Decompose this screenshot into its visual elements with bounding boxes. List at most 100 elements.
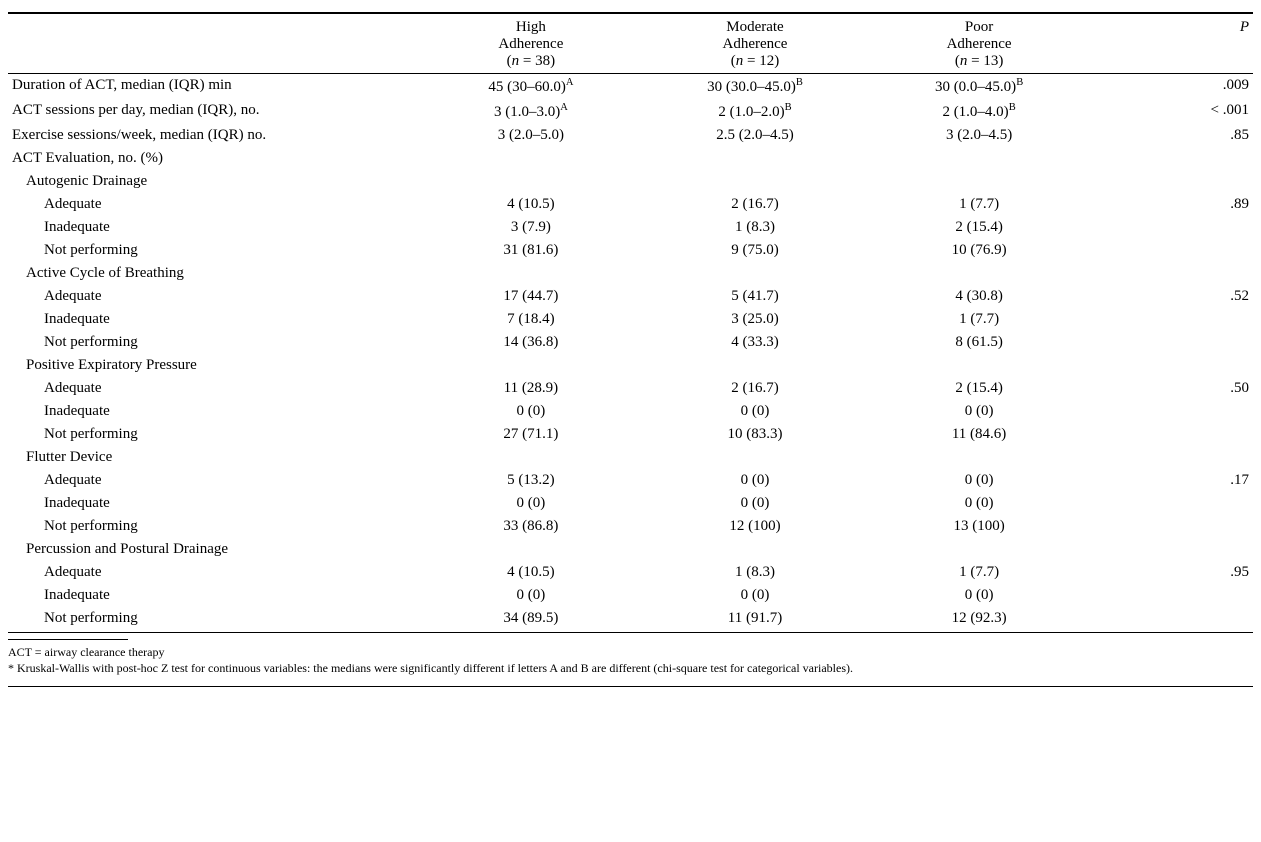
cell: 13 (100) bbox=[867, 515, 1091, 538]
cell: 17 (44.7) bbox=[419, 285, 643, 308]
col-p-value: P bbox=[1091, 16, 1253, 74]
cell: 4 (10.5) bbox=[419, 193, 643, 216]
cell: 4 (10.5) bbox=[419, 561, 643, 584]
cell: 30 (30.0–45.0)B bbox=[643, 74, 867, 99]
cell: 0 (0) bbox=[419, 492, 643, 515]
table-row: Inadequate0 (0)0 (0)0 (0) bbox=[8, 400, 1253, 423]
subsection-heading-row: Active Cycle of Breathing bbox=[8, 262, 1253, 285]
cell: 12 (100) bbox=[643, 515, 867, 538]
cell: 1 (7.7) bbox=[867, 193, 1091, 216]
subsection-heading: Positive Expiratory Pressure bbox=[8, 354, 419, 377]
table-row: Not performing33 (86.8)12 (100)13 (100) bbox=[8, 515, 1253, 538]
row-label: Not performing bbox=[8, 515, 419, 538]
cell: 10 (83.3) bbox=[643, 423, 867, 446]
cell-p: .89 bbox=[1091, 193, 1253, 216]
table-row: Adequate11 (28.9)2 (16.7)2 (15.4).50 bbox=[8, 377, 1253, 400]
cell-p: .52 bbox=[1091, 285, 1253, 308]
table-row: Exercise sessions/week, median (IQR) no.… bbox=[8, 124, 1253, 147]
cell: 5 (13.2) bbox=[419, 469, 643, 492]
subsection-heading: Flutter Device bbox=[8, 446, 419, 469]
row-label: Not performing bbox=[8, 331, 419, 354]
footnotes: ACT = airway clearance therapy * Kruskal… bbox=[8, 644, 1253, 676]
cell: 3 (7.9) bbox=[419, 216, 643, 239]
row-label: Adequate bbox=[8, 285, 419, 308]
cell: 3 (2.0–4.5) bbox=[867, 124, 1091, 147]
cell: 10 (76.9) bbox=[867, 239, 1091, 262]
cell: 1 (8.3) bbox=[643, 216, 867, 239]
table-row: Inadequate0 (0)0 (0)0 (0) bbox=[8, 492, 1253, 515]
col-moderate-adherence: Moderate Adherence (n = 12) bbox=[643, 16, 867, 74]
cell-p: .95 bbox=[1091, 561, 1253, 584]
cell: 27 (71.1) bbox=[419, 423, 643, 446]
section-heading-row: ACT Evaluation, no. (%) bbox=[8, 147, 1253, 170]
table-row: ACT sessions per day, median (IQR), no. … bbox=[8, 99, 1253, 124]
cell: 0 (0) bbox=[867, 584, 1091, 607]
cell: 0 (0) bbox=[867, 400, 1091, 423]
row-label: Not performing bbox=[8, 239, 419, 262]
cell: 2.5 (2.0–4.5) bbox=[643, 124, 867, 147]
subsection-heading: Active Cycle of Breathing bbox=[8, 262, 419, 285]
row-label: Inadequate bbox=[8, 308, 419, 331]
table-header-row: High Adherence (n = 38) Moderate Adheren… bbox=[8, 16, 1253, 74]
cell: 1 (8.3) bbox=[643, 561, 867, 584]
table-row: Duration of ACT, median (IQR) min 45 (30… bbox=[8, 74, 1253, 99]
footnote-abbr: ACT = airway clearance therapy bbox=[8, 644, 1253, 660]
cell: 11 (28.9) bbox=[419, 377, 643, 400]
cell: 0 (0) bbox=[643, 400, 867, 423]
cell: 0 (0) bbox=[643, 469, 867, 492]
table-row: Not performing34 (89.5)11 (91.7)12 (92.3… bbox=[8, 607, 1253, 630]
subsection-heading: Percussion and Postural Drainage bbox=[8, 538, 419, 561]
subsection-heading-row: Positive Expiratory Pressure bbox=[8, 354, 1253, 377]
cell: 34 (89.5) bbox=[419, 607, 643, 630]
cell: 0 (0) bbox=[867, 469, 1091, 492]
cell: 3 (1.0–3.0)A bbox=[419, 99, 643, 124]
cell: 11 (91.7) bbox=[643, 607, 867, 630]
col-high-adherence: High Adherence (n = 38) bbox=[419, 16, 643, 74]
row-label: ACT sessions per day, median (IQR), no. bbox=[8, 99, 419, 124]
row-label: Adequate bbox=[8, 377, 419, 400]
table-row: Inadequate7 (18.4)3 (25.0)1 (7.7) bbox=[8, 308, 1253, 331]
cell: 0 (0) bbox=[419, 400, 643, 423]
subsection-heading-row: Percussion and Postural Drainage bbox=[8, 538, 1253, 561]
cell: 8 (61.5) bbox=[867, 331, 1091, 354]
cell: 31 (81.6) bbox=[419, 239, 643, 262]
table-row: Adequate5 (13.2)0 (0)0 (0).17 bbox=[8, 469, 1253, 492]
table-row: Adequate4 (10.5)2 (16.7)1 (7.7).89 bbox=[8, 193, 1253, 216]
cell: 1 (7.7) bbox=[867, 308, 1091, 331]
section-heading: ACT Evaluation, no. (%) bbox=[8, 147, 419, 170]
cell: 0 (0) bbox=[643, 492, 867, 515]
cell: 2 (1.0–2.0)B bbox=[643, 99, 867, 124]
row-label: Duration of ACT, median (IQR) min bbox=[8, 74, 419, 99]
subsection-heading-row: Flutter Device bbox=[8, 446, 1253, 469]
row-label: Adequate bbox=[8, 193, 419, 216]
table-row: Adequate4 (10.5)1 (8.3)1 (7.7).95 bbox=[8, 561, 1253, 584]
cell-p: .009 bbox=[1091, 74, 1253, 99]
footnote-stat: * Kruskal-Wallis with post-hoc Z test fo… bbox=[8, 660, 1253, 676]
cell-p: .17 bbox=[1091, 469, 1253, 492]
row-label: Not performing bbox=[8, 607, 419, 630]
col-poor-adherence: Poor Adherence (n = 13) bbox=[867, 16, 1091, 74]
cell-p: .85 bbox=[1091, 124, 1253, 147]
table-row: Not performing31 (81.6)9 (75.0)10 (76.9) bbox=[8, 239, 1253, 262]
cell: 9 (75.0) bbox=[643, 239, 867, 262]
table-row: Not performing14 (36.8)4 (33.3)8 (61.5) bbox=[8, 331, 1253, 354]
row-label: Inadequate bbox=[8, 492, 419, 515]
row-label: Adequate bbox=[8, 561, 419, 584]
table-row: Not performing27 (71.1)10 (83.3)11 (84.6… bbox=[8, 423, 1253, 446]
cell: 0 (0) bbox=[643, 584, 867, 607]
cell-p: .50 bbox=[1091, 377, 1253, 400]
cell: 33 (86.8) bbox=[419, 515, 643, 538]
cell: 45 (30–60.0)A bbox=[419, 74, 643, 99]
adherence-table: High Adherence (n = 38) Moderate Adheren… bbox=[8, 12, 1253, 633]
subsection-heading: Autogenic Drainage bbox=[8, 170, 419, 193]
cell: 4 (30.8) bbox=[867, 285, 1091, 308]
row-label: Inadequate bbox=[8, 216, 419, 239]
cell-p: < .001 bbox=[1091, 99, 1253, 124]
row-label: Not performing bbox=[8, 423, 419, 446]
subsection-heading-row: Autogenic Drainage bbox=[8, 170, 1253, 193]
footnote-separator bbox=[8, 639, 128, 640]
row-label: Inadequate bbox=[8, 584, 419, 607]
table-row: Adequate17 (44.7)5 (41.7)4 (30.8).52 bbox=[8, 285, 1253, 308]
cell: 1 (7.7) bbox=[867, 561, 1091, 584]
table-row: Inadequate0 (0)0 (0)0 (0) bbox=[8, 584, 1253, 607]
